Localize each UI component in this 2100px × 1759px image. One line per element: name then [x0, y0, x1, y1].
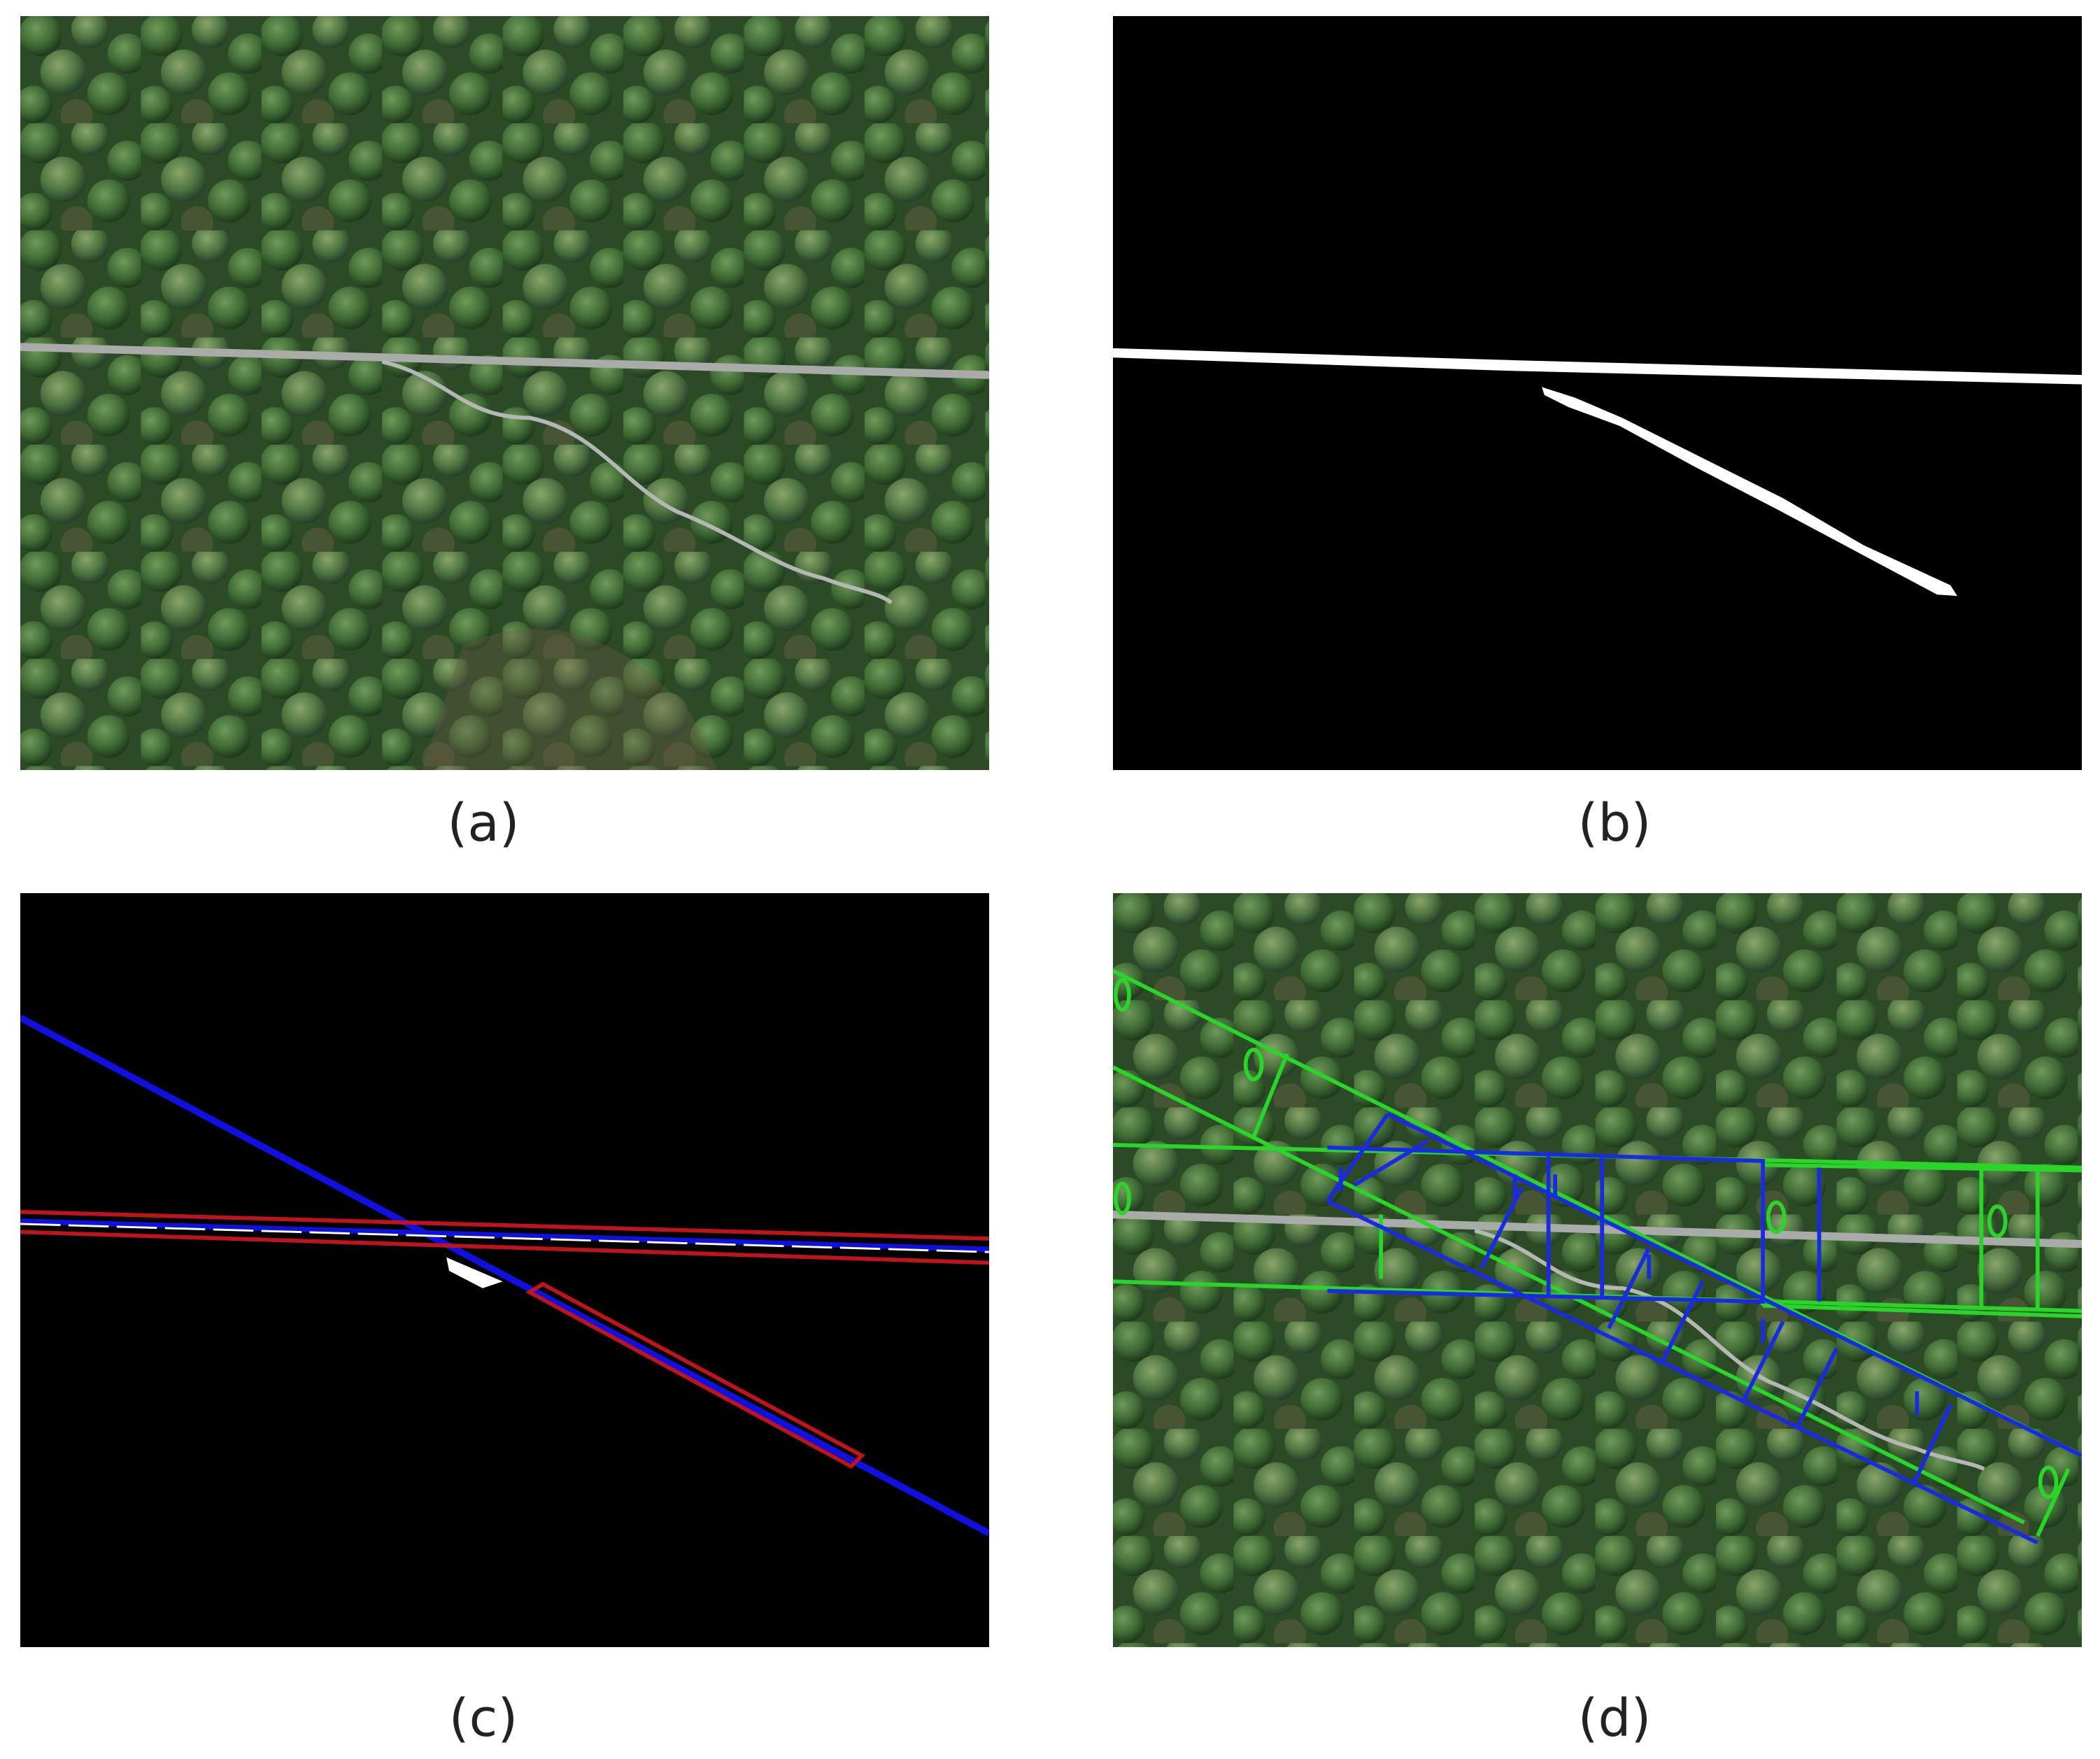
panel-b-image [1113, 16, 2082, 770]
caption: (c) [448, 1688, 518, 1749]
caption: (b) [1577, 793, 1652, 853]
caption: (d) [1577, 1688, 1652, 1749]
panel-d-image [1113, 893, 2082, 1647]
panel-a-image [20, 16, 989, 770]
caption: (a) [447, 793, 520, 853]
panel-c-image [20, 893, 989, 1647]
